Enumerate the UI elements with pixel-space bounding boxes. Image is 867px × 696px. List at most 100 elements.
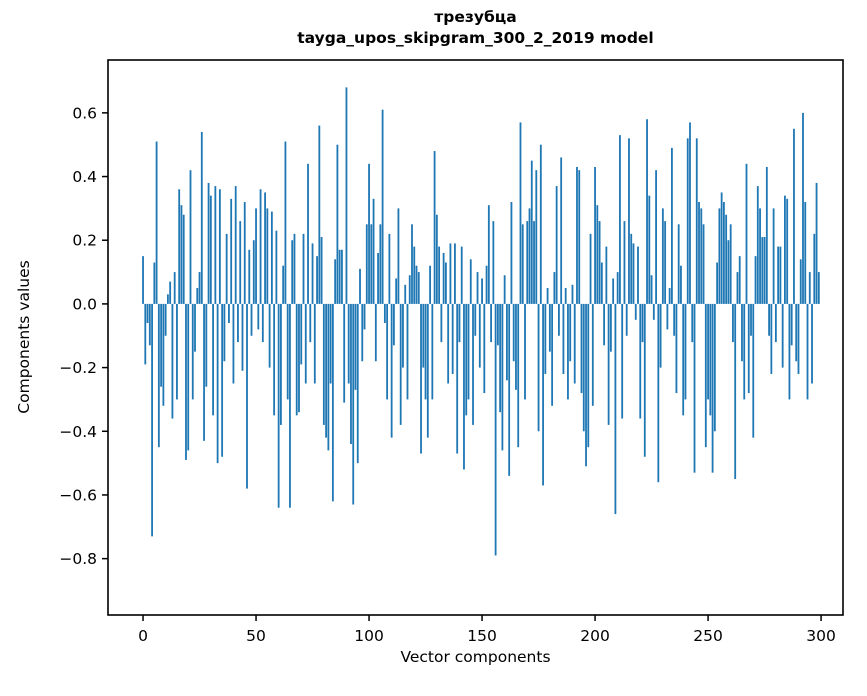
bar: [451, 303, 454, 374]
bar: [799, 259, 802, 304]
bar: [560, 157, 563, 304]
bar: [806, 303, 809, 400]
bar: [422, 303, 425, 368]
bar: [533, 221, 535, 304]
bar: [722, 202, 725, 304]
bar: [777, 246, 780, 304]
bar: [614, 303, 617, 515]
bar: [793, 128, 795, 304]
bar: [750, 303, 752, 336]
bar: [176, 303, 178, 400]
bar: [691, 303, 694, 343]
bar: [182, 214, 185, 304]
chart-title: трезубца tayga_upos_skipgram_300_2_2019 …: [108, 7, 843, 49]
y-tick-label: −0.4: [59, 423, 97, 441]
bar: [408, 275, 411, 304]
bar: [576, 166, 578, 304]
bar: [214, 186, 217, 304]
x-tick-label: 100: [354, 627, 384, 645]
bar: [289, 303, 291, 508]
bar: [483, 303, 486, 394]
bar: [607, 303, 610, 425]
bar: [702, 224, 705, 304]
x-tick-label: 200: [580, 627, 610, 645]
bar: [322, 303, 325, 425]
bar: [164, 303, 167, 336]
bar: [813, 233, 816, 304]
bar: [440, 303, 443, 343]
x-tick-label: 250: [693, 627, 723, 645]
bar: [318, 125, 321, 304]
bar: [786, 198, 789, 304]
bar: [350, 303, 352, 445]
bar: [298, 303, 300, 413]
bar: [469, 259, 472, 304]
bar: [496, 303, 499, 346]
bar: [277, 303, 280, 508]
bar: [664, 221, 667, 304]
bar: [354, 303, 357, 390]
bar: [148, 303, 151, 346]
bar: [157, 303, 160, 448]
bar: [478, 303, 481, 368]
y-tick-label: 0.4: [72, 168, 97, 186]
bar: [684, 303, 687, 400]
bar: [239, 221, 242, 304]
bar: [442, 252, 445, 304]
bar: [460, 246, 463, 304]
bar: [578, 170, 581, 304]
bar: [743, 303, 746, 400]
bar: [542, 303, 544, 486]
bar: [741, 303, 743, 362]
bar: [449, 243, 452, 304]
bar: [524, 303, 526, 400]
bar: [232, 303, 235, 384]
bar: [616, 272, 619, 304]
bar: [386, 303, 389, 400]
chart-title-line2: tayga_upos_skipgram_300_2_2019 model: [297, 29, 654, 47]
bar: [420, 303, 422, 454]
y-tick-label: 0.0: [72, 295, 97, 313]
bar: [223, 303, 226, 362]
bar: [474, 303, 477, 336]
bar: [521, 224, 524, 304]
bar: [429, 265, 431, 304]
bar: [268, 303, 271, 368]
bar: [747, 303, 750, 394]
bar: [648, 195, 651, 304]
bar: [426, 303, 429, 438]
bar: [361, 303, 364, 362]
bar: [582, 303, 585, 432]
bar: [237, 303, 239, 343]
bar: [284, 141, 287, 304]
bar: [365, 224, 368, 304]
bar: [295, 303, 298, 416]
bar: [659, 303, 662, 368]
bar: [336, 144, 339, 304]
bar: [551, 303, 554, 406]
bar: [682, 303, 685, 416]
bar: [341, 249, 343, 304]
bar: [255, 208, 257, 304]
bar: [171, 303, 174, 419]
bar: [205, 303, 208, 387]
bar: [596, 205, 599, 304]
bar: [519, 122, 522, 304]
bar: [209, 195, 212, 304]
bar: [700, 208, 703, 304]
x-tick-label: 0: [138, 627, 148, 645]
bar: [467, 303, 470, 400]
bar: [331, 303, 334, 502]
bar: [325, 303, 328, 438]
bar: [589, 233, 592, 304]
bar: [311, 243, 314, 304]
bar: [637, 246, 639, 304]
bar: [316, 256, 318, 304]
bar: [273, 303, 276, 416]
bar: [732, 303, 734, 343]
bar: [309, 303, 312, 343]
bar: [564, 287, 567, 304]
bar: [580, 303, 583, 394]
bar: [571, 284, 574, 304]
